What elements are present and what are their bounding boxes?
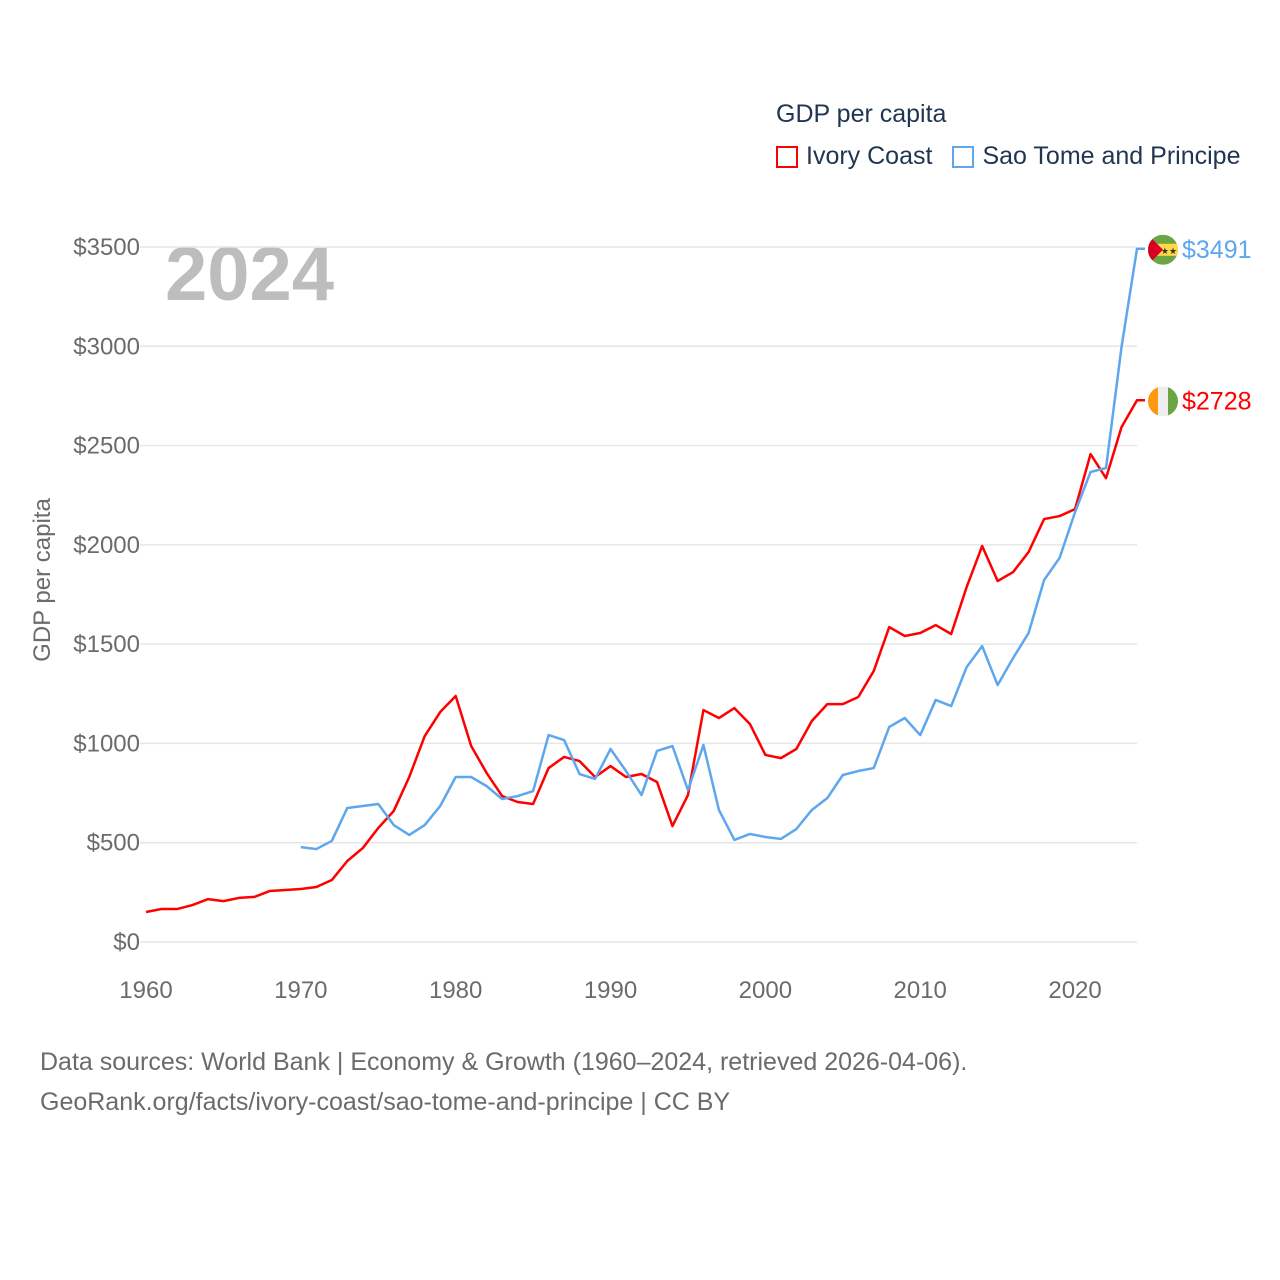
x-tick-label: 2020 <box>1048 977 1101 1004</box>
legend-item-sao-tome[interactable]: Sao Tome and Principe <box>952 142 1240 171</box>
legend-title: GDP per capita <box>776 100 947 128</box>
series-line-ivory-coast <box>145 399 1145 914</box>
legend-item-ivory-coast[interactable]: Ivory Coast <box>776 142 932 171</box>
y-tick-label: $500 <box>87 830 140 857</box>
legend-label: Sao Tome and Principe <box>982 142 1241 170</box>
source-note: Data sources: World Bank | Economy & Gro… <box>40 1042 967 1122</box>
y-tick-label: $3500 <box>73 234 140 261</box>
y-tick-label: $2500 <box>73 433 140 460</box>
sao-tome-flag-icon: ★★ <box>1148 234 1178 265</box>
x-tick-label: 1990 <box>584 977 637 1004</box>
end-value-label: $2728 <box>1182 387 1252 415</box>
y-tick-label: $2000 <box>73 532 140 559</box>
year-watermark: 2024 <box>165 232 334 317</box>
ivory-coast-flag-icon <box>1148 386 1178 417</box>
x-tick-label: 2010 <box>894 977 947 1004</box>
y-tick-label: $3000 <box>73 333 140 360</box>
svg-text:★★: ★★ <box>1161 246 1177 256</box>
x-tick-label: 2000 <box>739 977 792 1004</box>
legend-swatch <box>952 145 975 168</box>
x-tick-label: 1980 <box>429 977 482 1004</box>
end-value-label: $3491 <box>1182 236 1252 264</box>
series-line-sao-tome <box>300 247 1145 851</box>
y-tick-label: $1000 <box>73 730 140 757</box>
source-line-2[interactable]: GeoRank.org/facts/ivory-coast/sao-tome-a… <box>40 1088 731 1116</box>
legend: Ivory Coast Sao Tome and Principe <box>776 142 1260 171</box>
y-tick-label: $1500 <box>73 631 140 658</box>
x-tick-label: 1970 <box>274 977 327 1004</box>
x-tick-label: 1960 <box>119 977 172 1004</box>
y-tick-label: $0 <box>113 929 140 956</box>
legend-swatch <box>776 145 798 168</box>
y-axis-label: GDP per capita <box>29 498 56 662</box>
legend-label: Ivory Coast <box>806 142 933 170</box>
source-line-1: Data sources: World Bank | Economy & Gro… <box>40 1048 968 1076</box>
